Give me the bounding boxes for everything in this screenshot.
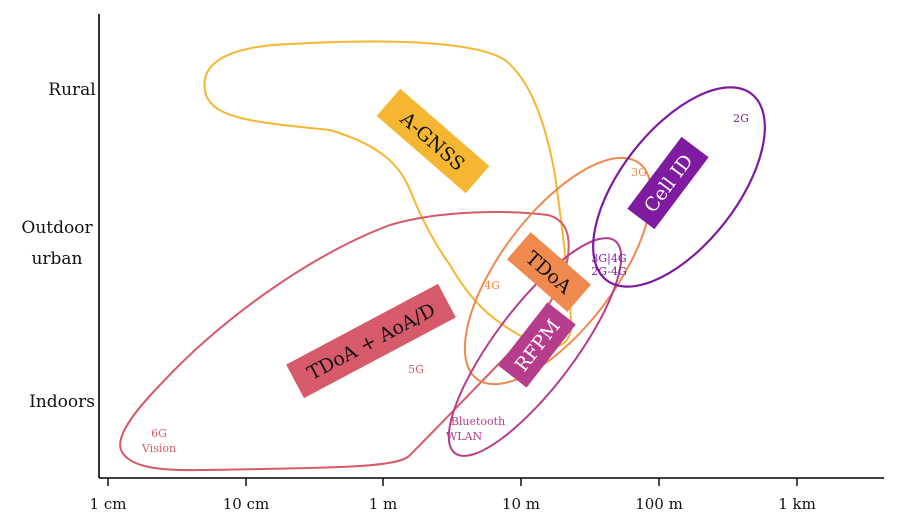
tech-annotation-3g4g: 3G|4G [591, 252, 626, 266]
y-category-label: Indoors [29, 392, 95, 412]
y-category-label: urban [31, 249, 82, 269]
region-outline-tdoa [463, 156, 653, 386]
y-category-label: Outdoor [21, 218, 93, 238]
region-outline-cellid [592, 86, 766, 288]
tech-annotation-4g: 4G [484, 279, 500, 292]
y-category-label: Rural [48, 80, 95, 100]
x-tick-label: 10 cm [223, 495, 269, 513]
x-tick-label: 1 km [778, 495, 816, 513]
badge-box [376, 88, 490, 194]
regions-layer [119, 40, 766, 472]
region-outline-rfpm [447, 237, 623, 457]
region-badge-tdoa: TDoA [507, 232, 591, 312]
region-outline-agnss [203, 40, 573, 349]
region-badge-agnss: A-GNSS [376, 88, 490, 194]
badge-box [286, 283, 456, 399]
axes-layer: Indoors Outdoor urban Rural [21, 14, 884, 479]
badge-box [627, 136, 709, 230]
tech-annotation-6g: 6G [151, 427, 167, 440]
tech-annotation-bluetooth: Bluetooth [451, 415, 505, 428]
region-badge-tdoa_aoad: TDoA + AoA/D [286, 283, 456, 399]
x-tick-label: 10 m [502, 495, 540, 513]
x-tick-label: 100 m [635, 495, 683, 513]
tech-annotation-5g: 5G [408, 363, 424, 376]
tech-annotation-2g: 2G [733, 112, 749, 125]
tech-annotation-vision: Vision [141, 442, 176, 455]
region-badge-cellid: Cell ID [627, 136, 709, 230]
x-tick-label: 1 m [369, 495, 398, 513]
region-outline-tdoa_aoad [119, 211, 570, 472]
x-tick-label: 1 cm [90, 495, 127, 513]
tech-annotation-2g4g: 2G-4G [591, 265, 627, 278]
badge-box [507, 232, 591, 312]
badge-box [498, 302, 576, 388]
tech-annotation-wlan: WLAN [446, 430, 483, 443]
ticks-layer: 1 cm 10 cm 1 m 10 m 100 m 1 km [90, 478, 816, 513]
tech-annotation-3g: 3G [631, 166, 647, 179]
